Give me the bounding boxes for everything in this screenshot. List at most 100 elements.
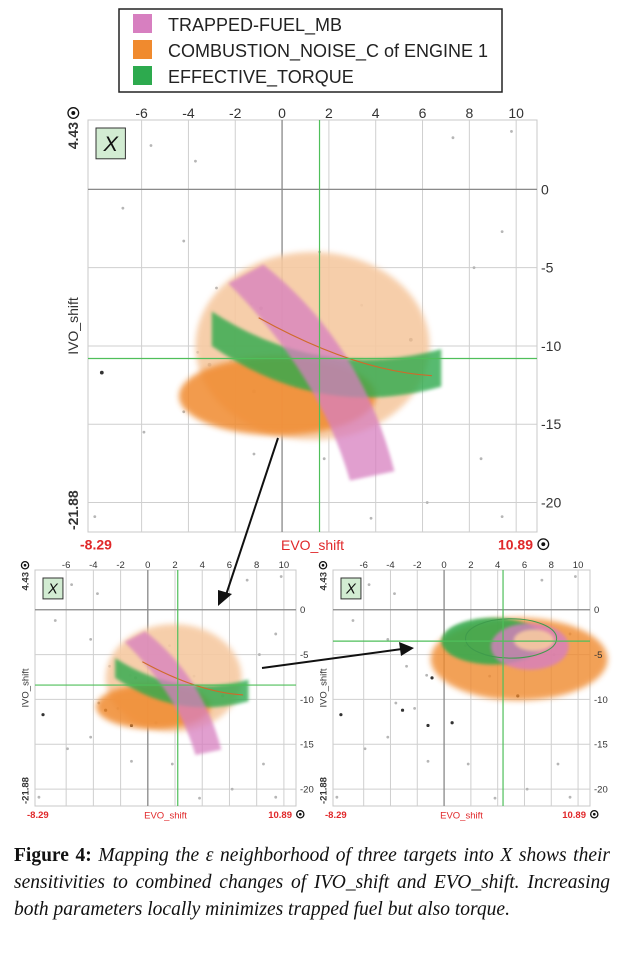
x-tick-label: -6 [359,560,367,571]
x-tick-label: 4 [495,560,500,571]
sample-point [493,796,497,800]
y-max-reset-icon [318,560,328,570]
sample-point [89,637,93,641]
sample-point [386,637,390,641]
sample-point [425,673,429,677]
x-tick-label: -6 [62,560,70,571]
sample-point [182,410,186,414]
x-tick-label: 4 [372,105,380,121]
y-tick-label: 0 [541,181,549,197]
x-tick-label: -6 [135,105,148,121]
x-axis-label: EVO_shift [144,810,187,821]
y-tick-label: -5 [541,260,554,276]
sample-point [215,286,218,290]
x-tick-label: 8 [254,560,259,571]
y-max-label: 4.43 [318,572,329,591]
figure-caption: Figure 4: Mapping the ε neighborhood of … [14,842,610,923]
arrow-left-to-right-head [399,642,414,656]
sample-point [274,632,278,636]
space-badge [42,577,64,600]
sample-point [89,735,93,739]
x-tick-label: -4 [386,560,394,571]
region-trapped-fuel [124,631,222,756]
sample-point [568,795,572,799]
sample-point [130,759,133,763]
x-tick-label: 2 [172,560,177,571]
x-tick-label: 6 [419,105,427,121]
space-badge-label: X [345,582,357,598]
sample-point [466,762,470,766]
y-axis-label: IVO_shift [20,668,31,707]
sample-point [230,787,234,791]
sample-point [142,430,146,434]
x-tick-label: 0 [441,560,446,571]
x-tick-label: 10 [508,105,524,121]
y-tick-label: -5 [594,650,602,661]
transition-arrows [218,437,414,669]
legend-label-combustion-noise: COMBUSTION_NOISE_C of ENGINE 1 [168,41,488,62]
sample-point [53,619,57,622]
legend-label-trapped-fuel: TRAPPED-FUEL_MB [168,15,342,36]
legend-swatch-trapped-fuel [133,14,152,33]
x-max-reset-icon [537,538,550,551]
x-tick-label: 8 [465,105,473,121]
x-tick-label: 8 [549,560,554,571]
caption-label: Figure 4: [14,845,92,866]
y-tick-label: -15 [594,740,608,751]
sample-point-highlight [430,676,434,680]
panel-small-target-2: -6 -4 -2 0 2 4 6 8 100-5-10-15-20-8.29 10.89EVO_s… [20,560,313,821]
mapped-neighborhood [96,624,249,756]
sample-point [121,206,125,210]
region-effective-torque [115,658,249,708]
y-max-label: 4.43 [20,572,31,591]
sample-point [367,583,371,587]
y-tick-label: -20 [541,494,561,510]
sample-point [252,452,256,456]
sample-point [262,762,265,766]
legend-swatch-effective-torque [133,66,152,85]
sample-point [425,501,429,504]
x-tick-label: -4 [182,105,195,121]
x-max-label: 10.89 [498,537,533,553]
sample-point [194,159,197,163]
sample-point [479,457,483,461]
x-max-reset-icon [296,810,305,819]
sample-point [149,144,153,147]
arrow-main-to-left-head [218,590,232,606]
y-tick-label: 0 [594,605,599,616]
legend-swatch-combustion-noise [133,40,152,59]
space-badge-label: X [102,131,119,156]
y-tick-label: -20 [300,784,314,795]
sample-point-highlight [450,721,454,725]
x-tick-label: 6 [227,560,232,571]
sample-point [198,796,201,800]
sample-point-highlight [41,713,45,717]
y-axis-label: IVO_shift [318,668,329,707]
y-min-label: -21.88 [318,777,329,804]
sample-point [405,664,408,668]
region-overlap-light [513,629,554,651]
x-axis-label: EVO_shift [281,537,344,553]
y-tick-label: -20 [594,784,608,795]
sample-point [500,515,504,519]
y-min-label: -21.88 [20,777,31,804]
sample-point [394,701,398,705]
y-tick-label: -5 [300,650,308,661]
sample-point [182,239,186,243]
sample-point-highlight [339,713,343,717]
sample-point [66,747,69,751]
x-max-reset-icon-dot [541,542,546,547]
y-tick-label: 0 [300,605,305,616]
sample-point [322,457,326,461]
sample-point [426,759,430,763]
x-tick-label: 2 [325,105,333,121]
sample-point [96,592,99,595]
sample-point [363,747,367,751]
y-tick-label: -10 [541,338,561,354]
sample-point [540,578,544,582]
sample-point-highlight [99,370,104,375]
x-tick-label: 10 [573,560,584,571]
mapped-neighborhood [430,617,608,701]
x-tick-label: 6 [522,560,527,571]
legend: TRAPPED-FUEL_MB COMBUSTION_NOISE_C of EN… [118,8,503,93]
